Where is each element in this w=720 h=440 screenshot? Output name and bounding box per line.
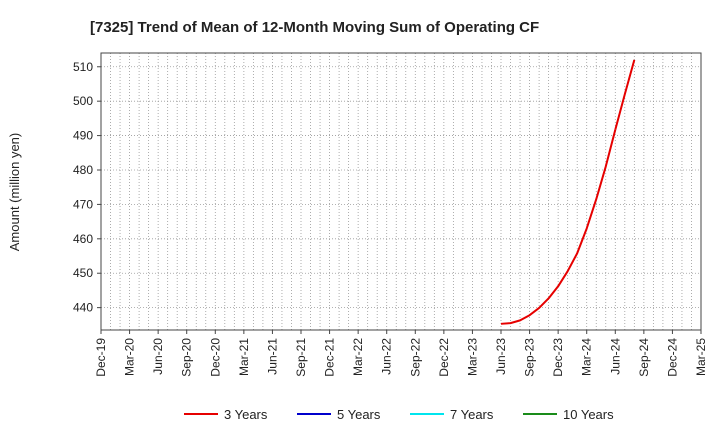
y-tick-label: 470 bbox=[73, 197, 93, 211]
y-tick-label: 460 bbox=[73, 232, 93, 246]
y-axis-label: Amount (million yen) bbox=[7, 133, 22, 252]
legend-label: 5 Years bbox=[337, 407, 381, 422]
y-tick-label: 500 bbox=[73, 94, 93, 108]
y-tick-label: 480 bbox=[73, 163, 93, 177]
x-tick-label: Dec-19 bbox=[94, 338, 108, 377]
x-tick-label: Mar-24 bbox=[580, 338, 594, 376]
x-axis: Dec-19 Mar-20 Jun-20 Sep-20 Dec-20 Mar-21 Jun-… bbox=[94, 330, 708, 377]
y-tick-label: 450 bbox=[73, 266, 93, 280]
x-tick-label: Mar-23 bbox=[465, 338, 479, 376]
x-tick-label: Jun-21 bbox=[265, 338, 279, 375]
series-line-3-years-cont- bbox=[614, 59, 636, 130]
x-tick-label: Sep-22 bbox=[408, 338, 422, 377]
x-tick-label: Dec-20 bbox=[208, 338, 222, 377]
x-tick-label: Mar-22 bbox=[351, 338, 365, 376]
series-line-3-years bbox=[500, 129, 617, 325]
x-tick-label: Jun-22 bbox=[380, 338, 394, 375]
x-tick-label: Mar-25 bbox=[694, 338, 708, 376]
legend-label: 10 Years bbox=[563, 407, 614, 422]
x-tick-label: Jun-24 bbox=[608, 338, 622, 375]
x-tick-label: Dec-23 bbox=[551, 338, 565, 377]
legend-label: 3 Years bbox=[224, 407, 268, 422]
y-tick-label: 440 bbox=[73, 301, 93, 315]
x-tick-label: Sep-24 bbox=[637, 338, 651, 377]
x-tick-label: Sep-23 bbox=[523, 338, 537, 377]
y-tick-label: 510 bbox=[73, 60, 93, 74]
series-layer bbox=[500, 59, 636, 325]
legend: 3 Years 5 Years 7 Years 10 Years bbox=[184, 407, 614, 422]
plot-area bbox=[100, 52, 702, 331]
x-tick-label: Dec-24 bbox=[665, 338, 679, 377]
y-axis: 440 450 460 470 480 490 500 510 bbox=[73, 60, 101, 315]
chart-title: [7325] Trend of Mean of 12-Month Moving … bbox=[90, 19, 539, 36]
x-tick-label: Sep-21 bbox=[294, 338, 308, 377]
x-tick-label: Dec-22 bbox=[437, 338, 451, 377]
x-tick-label: Mar-20 bbox=[123, 338, 137, 376]
y-tick-label: 490 bbox=[73, 129, 93, 143]
x-tick-label: Mar-21 bbox=[237, 338, 251, 376]
x-tick-label: Sep-20 bbox=[180, 338, 194, 377]
x-tick-label: Dec-21 bbox=[323, 338, 337, 377]
legend-label: 7 Years bbox=[450, 407, 494, 422]
x-tick-label: Jun-23 bbox=[494, 338, 508, 375]
gridlines bbox=[100, 53, 702, 330]
x-tick-label: Jun-20 bbox=[151, 338, 165, 375]
